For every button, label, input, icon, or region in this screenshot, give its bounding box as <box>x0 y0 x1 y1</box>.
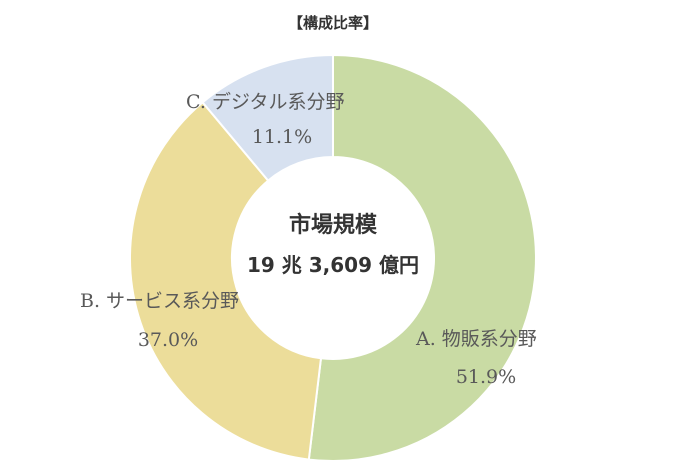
value-label-c: 11.1% <box>252 126 312 148</box>
slice-c <box>201 53 334 182</box>
center-label-line2: 19 兆 3,609 億円 <box>247 253 419 277</box>
value-label-a: 51.9% <box>456 366 516 388</box>
chart-title: 【構成比率】 <box>288 14 378 32</box>
slice-b <box>128 100 323 461</box>
value-label-b: 37.0% <box>138 329 198 351</box>
center-label-line1: 市場規模 <box>289 212 378 238</box>
category-label-c: C. デジタル系分野 <box>186 91 345 113</box>
slice-a <box>307 53 537 462</box>
slices-group <box>128 53 537 462</box>
category-label-a: A. 物販系分野 <box>415 328 537 350</box>
category-label-b: B. サービス系分野 <box>80 290 239 312</box>
